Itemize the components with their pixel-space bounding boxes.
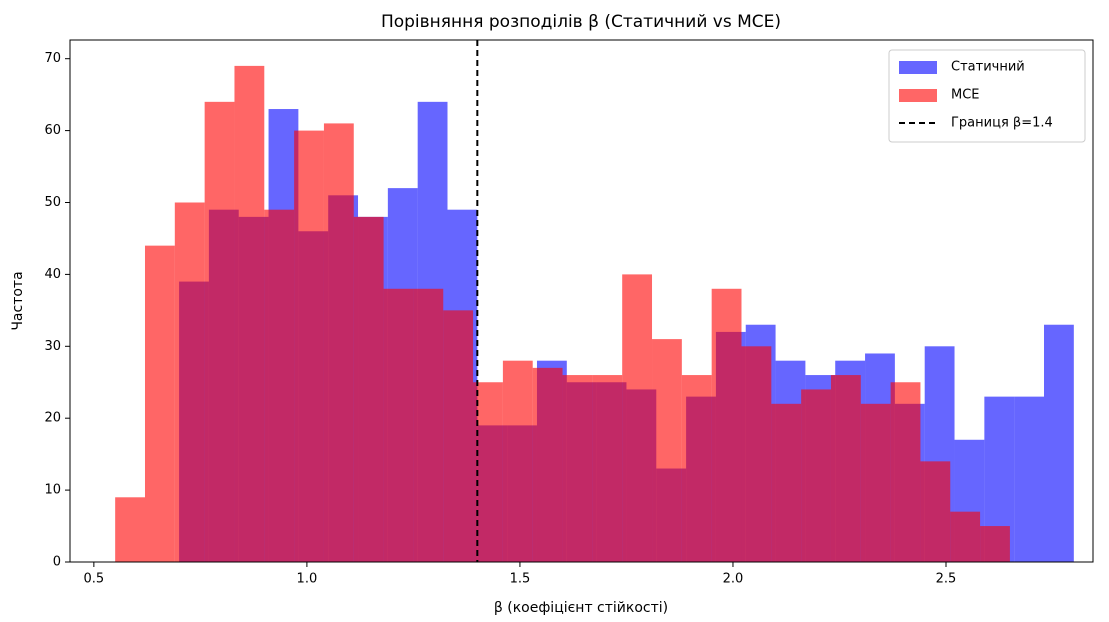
legend-swatch	[899, 89, 937, 102]
legend-swatch	[899, 61, 937, 74]
y-tick-label: 30	[44, 339, 61, 354]
x-tick-label: 2.5	[936, 572, 957, 587]
legend-box	[888, 49, 1086, 143]
histogram-bar	[294, 130, 324, 563]
histogram-bar	[652, 339, 682, 562]
histogram-bar	[264, 209, 295, 562]
histogram-bar	[950, 511, 981, 562]
histogram-bar	[115, 497, 145, 562]
histogram-bar	[562, 375, 593, 562]
legend-label: Статичний	[951, 60, 1025, 75]
histogram-bar	[174, 202, 205, 563]
y-tick-label: 20	[44, 411, 61, 426]
histogram-bar	[443, 310, 474, 562]
histogram-bar	[890, 382, 921, 562]
histogram-bar	[1044, 324, 1074, 562]
histogram-bar	[502, 360, 533, 562]
histogram-bar	[801, 389, 831, 562]
x-tick-label: 1.5	[510, 572, 531, 587]
x-tick-label: 0.5	[84, 572, 105, 587]
histogram-bar	[204, 101, 235, 562]
histogram-bar	[741, 346, 772, 562]
chart-title: Порівняння розподілів β (Статичний vs MC…	[381, 12, 781, 32]
legend-label: MCE	[951, 88, 980, 103]
histogram-bar	[711, 288, 742, 562]
y-tick-label: 0	[53, 555, 61, 570]
histogram-bar	[920, 461, 951, 562]
histogram-bar	[980, 526, 1010, 562]
histogram-bar	[413, 288, 444, 562]
y-tick-label: 70	[44, 51, 61, 66]
histogram-bar	[771, 403, 802, 562]
y-axis-label: Частота	[10, 271, 26, 330]
histogram-bar	[681, 375, 712, 562]
x-tick-label: 1.0	[297, 572, 318, 587]
histogram-bar	[144, 245, 175, 563]
histogram-bar	[860, 403, 891, 562]
histogram-bar	[532, 367, 563, 562]
y-tick-label: 50	[44, 195, 61, 210]
histogram-bar	[234, 65, 265, 562]
x-tick-label: 2.0	[723, 572, 744, 587]
histogram-bar	[353, 216, 384, 562]
histogram-bar	[622, 274, 653, 562]
legend-label: Границя β=1.4	[951, 116, 1053, 131]
x-axis-label: β (коефіцієнт стійкості)	[494, 600, 668, 616]
y-tick-label: 40	[44, 267, 61, 282]
histogram-bar	[383, 288, 414, 562]
histogram-bar	[592, 375, 623, 562]
y-tick-label: 10	[44, 483, 61, 498]
histogram-bar	[830, 375, 861, 562]
histogram-bar	[1014, 396, 1045, 562]
histogram-bar	[323, 123, 354, 562]
plot-frame	[69, 39, 1094, 563]
y-tick-label: 60	[44, 123, 61, 138]
